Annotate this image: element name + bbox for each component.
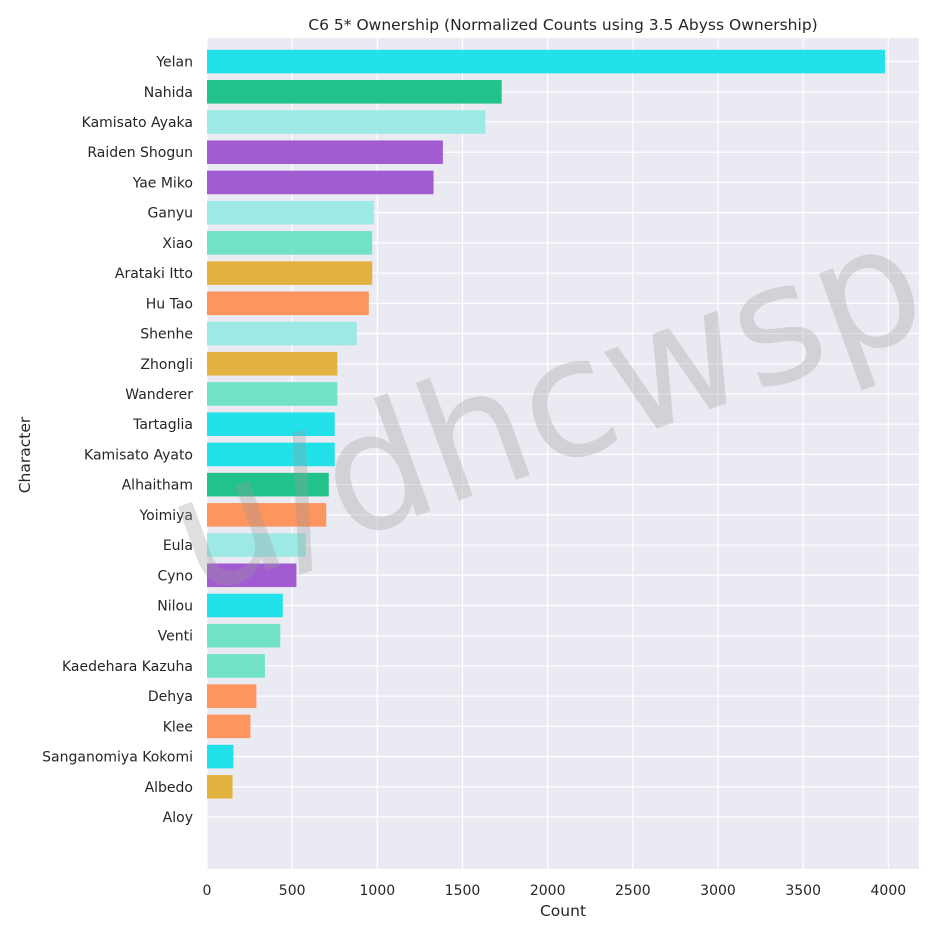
y-tick-label: Ganyu (148, 206, 193, 222)
x-tick-label: 2500 (615, 883, 651, 899)
bar (207, 472, 329, 497)
bar (207, 170, 434, 195)
x-tick-label: 0 (203, 883, 212, 899)
bar (207, 563, 297, 588)
y-tick-label: Nilou (157, 598, 193, 614)
y-tick-label: Albedo (145, 780, 193, 796)
y-tick-label: Venti (158, 629, 193, 645)
y-tick-label: Arataki Itto (115, 266, 193, 282)
bar (207, 684, 257, 708)
x-tick-label: 1500 (445, 883, 481, 899)
y-tick-label: Dehya (148, 689, 193, 705)
bar (207, 654, 265, 678)
bar (207, 503, 327, 527)
y-tick-label: Kaedehara Kazuha (62, 659, 193, 675)
bar (207, 80, 502, 104)
bar (207, 775, 233, 799)
y-tick-label: Eula (163, 538, 193, 554)
bar (207, 49, 885, 74)
bar (207, 200, 374, 225)
y-tick-label: Nahida (144, 85, 193, 101)
y-tick-label: Klee (163, 719, 193, 735)
bars (207, 49, 885, 799)
x-tick-label: 3500 (785, 883, 821, 899)
bar (207, 533, 306, 557)
y-tick-label: Raiden Shogun (87, 145, 193, 161)
x-tick-labels: 0 500 1000 1500 2000 2500 3000 3500 4000 (203, 883, 907, 899)
y-tick-label: Hu Tao (146, 296, 193, 312)
x-tick-label: 2000 (530, 883, 566, 899)
y-tick-label: Xiao (162, 236, 193, 252)
gridlines (206, 38, 919, 869)
y-tick-label: Kamisato Ayaka (82, 115, 193, 131)
y-tick-label: Aloy (163, 810, 193, 826)
y-tick-labels: Yelan Nahida Kamisato Ayaka Raiden Shogun Ya… (42, 55, 193, 826)
bar (207, 110, 486, 134)
bar (207, 261, 373, 285)
bar (207, 231, 373, 255)
bar (207, 291, 369, 316)
bar (207, 351, 338, 376)
bar (207, 593, 283, 618)
x-tick-label: 4000 (871, 883, 907, 899)
bar (207, 744, 234, 769)
y-tick-label: Yelan (155, 55, 193, 71)
bar (207, 382, 338, 406)
bar (207, 714, 251, 739)
bar (207, 442, 335, 467)
y-tick-label: Wanderer (125, 387, 193, 403)
y-tick-label: Yoimiya (138, 508, 193, 524)
y-tick-label: Shenhe (140, 327, 193, 343)
y-tick-label: Cyno (158, 568, 194, 584)
bar (207, 623, 281, 648)
y-tick-label: Yae Miko (132, 175, 193, 191)
y-tick-label: Tartaglia (132, 417, 193, 433)
chart-title: C6 5* Ownership (Normalized Counts using… (308, 16, 817, 34)
x-tick-label: 500 (279, 883, 306, 899)
x-tick-label: 3000 (700, 883, 736, 899)
y-tick-label: Zhongli (140, 357, 193, 373)
y-tick-label: Alhaitham (122, 478, 193, 494)
x-tick-label: 1000 (360, 883, 396, 899)
x-axis-label: Count (540, 902, 586, 920)
bar (207, 412, 335, 436)
bar (207, 321, 357, 346)
bar (207, 140, 443, 165)
y-axis-label: Character (16, 416, 34, 493)
y-tick-label: Sanganomiya Kokomi (42, 750, 193, 766)
y-tick-label: Kamisato Ayato (84, 447, 193, 463)
